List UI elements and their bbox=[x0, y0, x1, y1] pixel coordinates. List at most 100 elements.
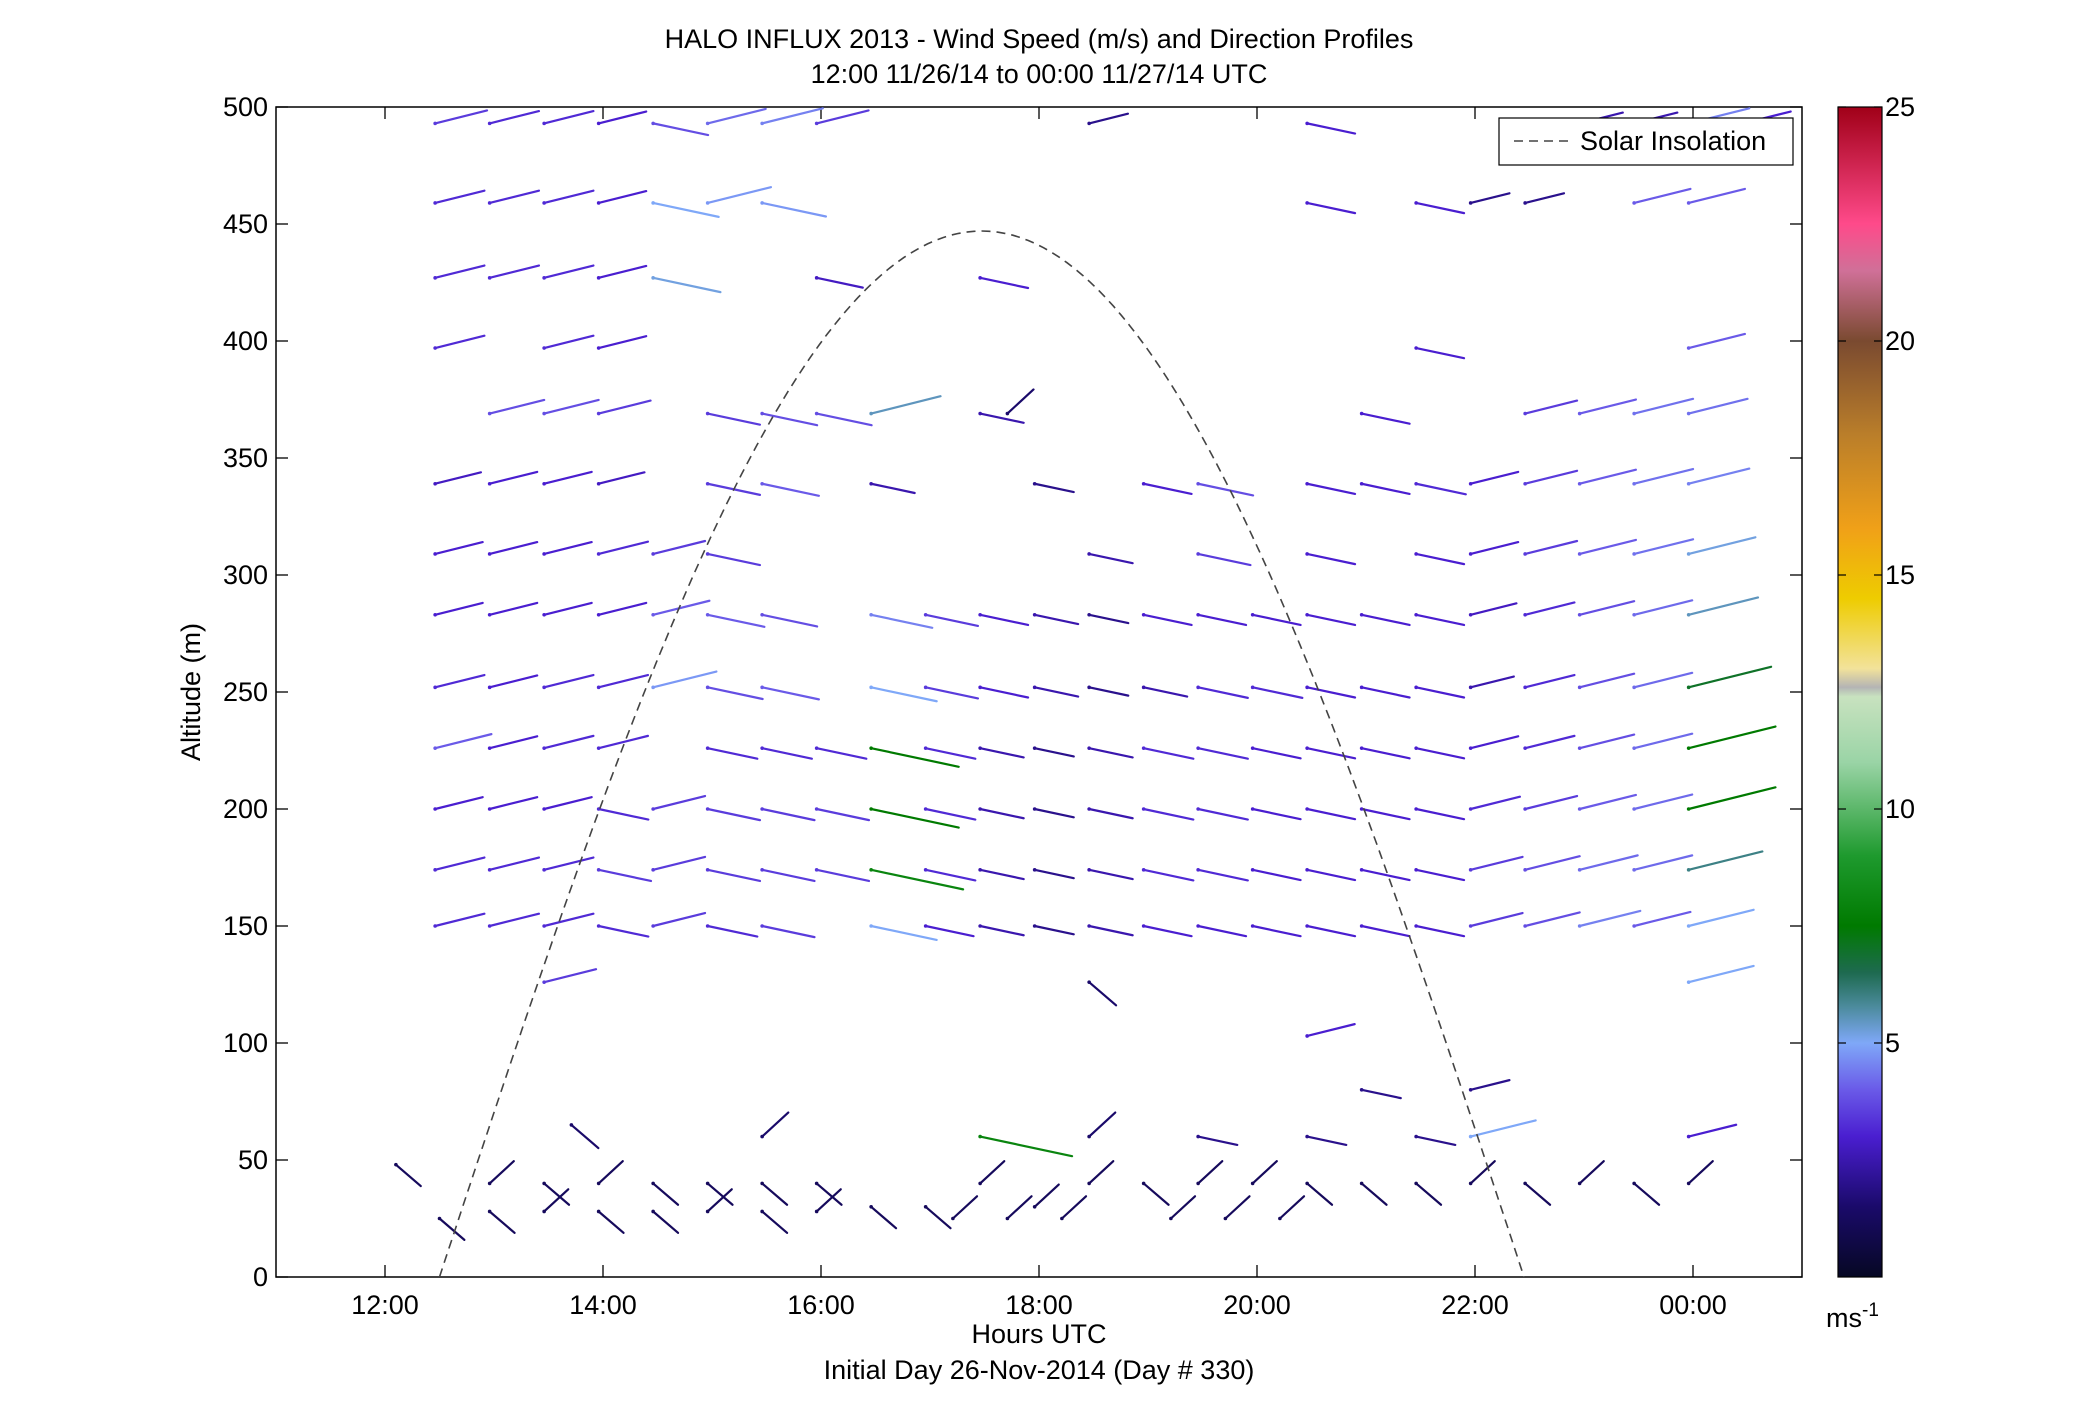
legend: Solar Insolation bbox=[1498, 117, 1794, 166]
wind-vector bbox=[1524, 399, 1579, 415]
wind-vector bbox=[979, 1135, 1074, 1158]
wind-vector-base bbox=[705, 685, 710, 690]
wind-vector-base bbox=[1468, 552, 1473, 556]
wind-vector-base bbox=[1196, 1181, 1200, 1186]
wind-vector-base bbox=[596, 121, 601, 126]
wind-vector bbox=[1687, 187, 1747, 205]
wind-vector bbox=[1360, 1182, 1388, 1206]
wind-vector bbox=[543, 601, 593, 616]
wind-vector-base bbox=[1632, 201, 1636, 205]
y-tick-label: 300 bbox=[223, 560, 268, 590]
y-tick-label: 50 bbox=[238, 1145, 268, 1175]
wind-vector bbox=[1360, 686, 1411, 699]
wind-vector-base bbox=[760, 1134, 764, 1139]
wind-vector bbox=[597, 110, 648, 125]
wind-vector bbox=[488, 398, 546, 415]
wind-vector bbox=[1360, 868, 1411, 882]
wind-vector-base bbox=[978, 868, 982, 872]
wind-vector bbox=[1469, 470, 1520, 485]
wind-vector bbox=[1142, 686, 1189, 698]
wind-vector-base bbox=[760, 612, 764, 617]
wind-vector bbox=[1469, 1160, 1496, 1185]
wind-vector-base bbox=[542, 685, 546, 690]
wind-vector-base bbox=[1686, 1134, 1691, 1139]
wind-vector bbox=[1578, 468, 1638, 485]
wind-vector-base bbox=[1468, 612, 1473, 617]
wind-vector-base bbox=[651, 924, 655, 928]
wind-vector-base bbox=[1686, 612, 1691, 617]
wind-vector-base bbox=[487, 121, 492, 126]
wind-vector-base bbox=[651, 201, 655, 205]
wind-vector-base bbox=[814, 411, 819, 416]
wind-vector bbox=[652, 794, 707, 811]
wind-vector-base bbox=[1032, 868, 1037, 872]
wind-vector-base bbox=[487, 868, 492, 872]
wind-vector-base bbox=[651, 807, 655, 811]
wind-vector bbox=[815, 109, 870, 125]
wind-vector-base bbox=[978, 1181, 982, 1186]
wind-vector-base bbox=[1686, 1181, 1691, 1186]
wind-vector-base bbox=[1577, 807, 1582, 811]
wind-vector bbox=[434, 796, 484, 811]
wind-vector bbox=[761, 482, 820, 497]
wind-vector-base bbox=[1305, 924, 1309, 928]
x-tick-label: 00:00 bbox=[1659, 1290, 1727, 1320]
wind-vector bbox=[438, 1217, 466, 1241]
wind-vector-base bbox=[869, 924, 873, 928]
wind-vector-base bbox=[1141, 807, 1146, 811]
wind-vector-base bbox=[1250, 924, 1255, 928]
wind-vector bbox=[488, 912, 541, 928]
wind-vector bbox=[434, 189, 486, 205]
wind-vector bbox=[815, 868, 871, 883]
wind-vector bbox=[488, 189, 541, 205]
wind-vector bbox=[1251, 807, 1302, 821]
y-tick-label: 500 bbox=[223, 92, 268, 122]
x-axis-sublabel: Initial Day 26-Nov-2014 (Day # 330) bbox=[824, 1355, 1255, 1385]
wind-vector-base bbox=[1414, 868, 1418, 872]
wind-vector bbox=[652, 1182, 680, 1206]
wind-vector bbox=[1415, 807, 1466, 821]
wind-vector-base bbox=[1250, 612, 1255, 617]
wind-vector-base bbox=[542, 980, 546, 984]
wind-vector bbox=[488, 796, 539, 811]
wind-vector-base bbox=[487, 1209, 492, 1214]
y-tick-label: 0 bbox=[253, 1262, 268, 1292]
wind-vector bbox=[1251, 1160, 1278, 1185]
wind-vector bbox=[488, 856, 541, 871]
wind-vector bbox=[870, 686, 938, 703]
wind-vector-base bbox=[1468, 746, 1473, 750]
wind-vector-base bbox=[1686, 481, 1691, 486]
wind-vector bbox=[1524, 469, 1579, 485]
wind-vector-base bbox=[1686, 980, 1691, 984]
wind-vector-base bbox=[760, 746, 764, 750]
wind-vector-base bbox=[1523, 807, 1527, 811]
wind-vector bbox=[1524, 601, 1576, 616]
wind-vector-base bbox=[760, 1209, 764, 1214]
wind-vector bbox=[1088, 686, 1130, 697]
wind-vector-base bbox=[1141, 924, 1146, 928]
wind-vector-base bbox=[542, 612, 546, 617]
wind-vector bbox=[597, 1160, 624, 1185]
wind-vector bbox=[979, 807, 1025, 820]
wind-vector bbox=[597, 540, 650, 556]
wind-vector bbox=[1197, 868, 1249, 882]
wind-vector bbox=[1687, 665, 1773, 689]
wind-vector-base bbox=[1141, 481, 1146, 486]
wind-vector bbox=[434, 856, 486, 871]
wind-vector-base bbox=[1632, 868, 1636, 872]
wind-vector-base bbox=[1032, 612, 1037, 617]
wind-vector-base bbox=[1632, 411, 1636, 416]
wind-vector-base bbox=[1087, 121, 1091, 126]
wind-vector-base bbox=[1414, 481, 1418, 486]
wind-vector bbox=[434, 733, 493, 750]
wind-vector-base bbox=[596, 1181, 601, 1186]
wind-vector bbox=[543, 856, 595, 871]
wind-vector-base bbox=[1141, 685, 1146, 690]
wind-vector-base bbox=[1359, 411, 1364, 416]
wind-vector-base bbox=[433, 121, 437, 126]
wind-vector bbox=[1306, 868, 1357, 882]
wind-vector-base bbox=[487, 552, 492, 556]
wind-vector-base bbox=[1577, 552, 1582, 556]
wind-vector bbox=[706, 686, 764, 701]
wind-vector bbox=[1088, 1160, 1115, 1185]
